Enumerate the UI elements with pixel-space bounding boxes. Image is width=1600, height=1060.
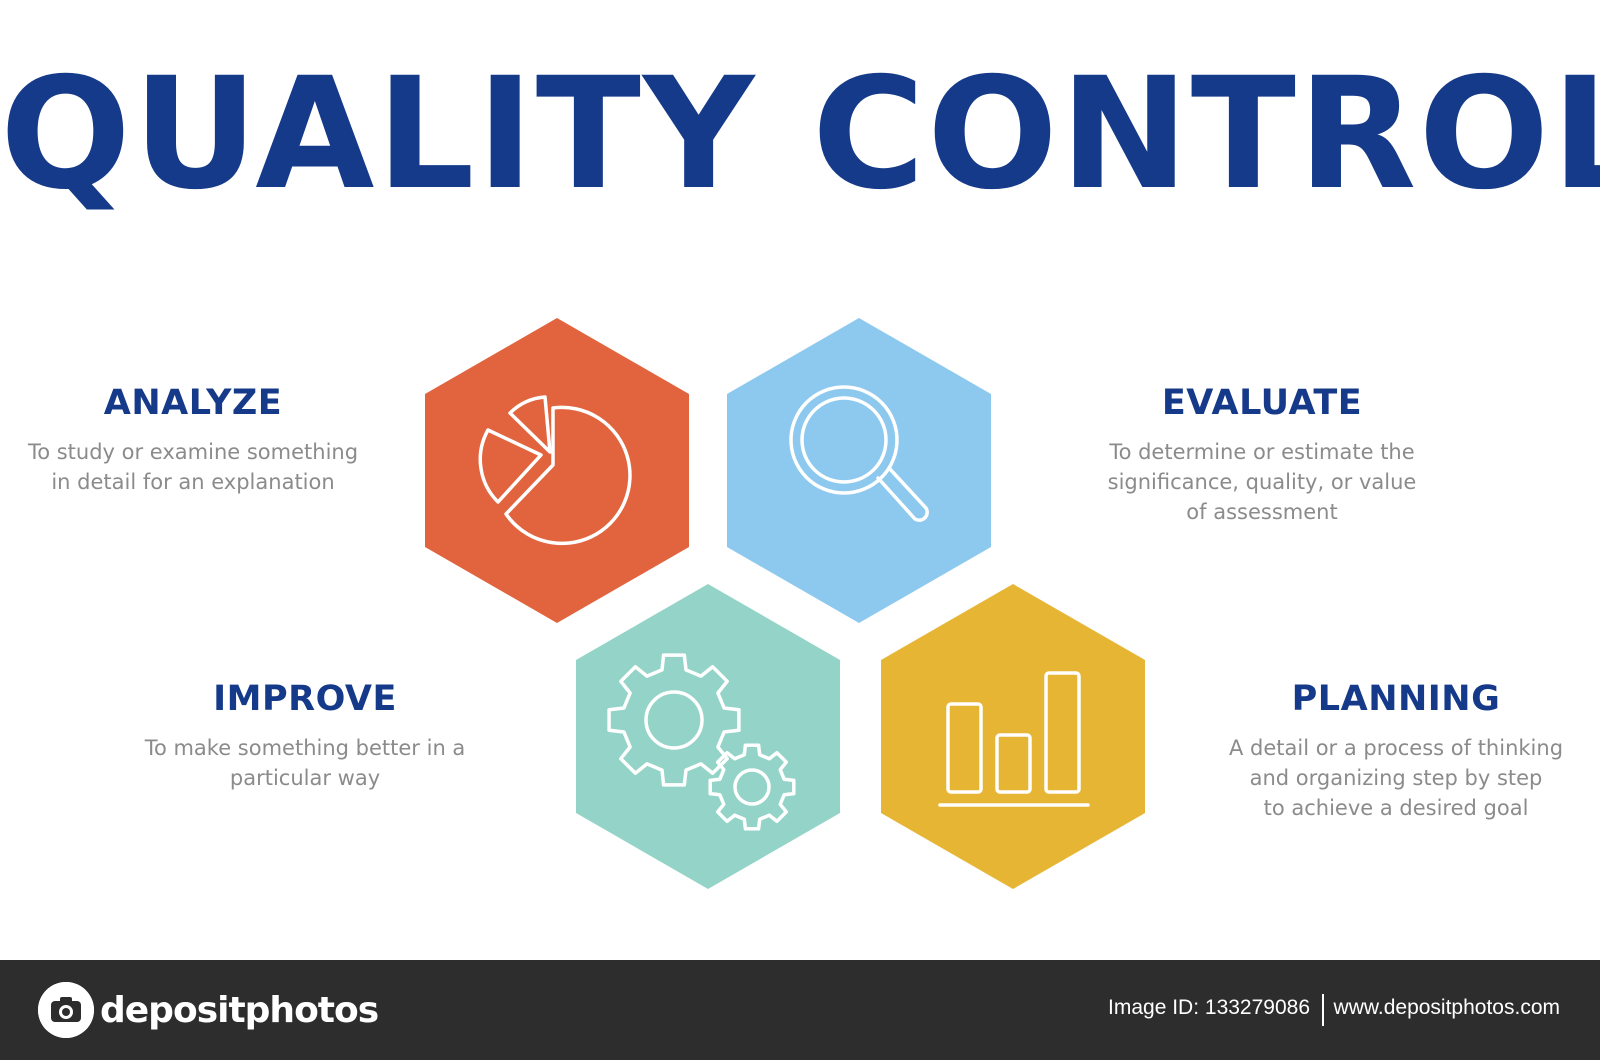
- camera-icon: [38, 982, 94, 1038]
- infographic-canvas: QUALITY CONTROL: [0, 45, 1600, 889]
- evaluate-description-line: To determine or estimate the: [1109, 440, 1415, 464]
- footer-bar: depositphotos Image ID: 133279086 www.de…: [0, 960, 1600, 1060]
- analyze-description-line: To study or examine something: [27, 440, 359, 464]
- evaluate-description-line: of assessment: [1186, 500, 1338, 524]
- site-link[interactable]: www.depositphotos.com: [1333, 996, 1560, 1019]
- image-id-label: Image ID: 133279086: [1108, 996, 1310, 1019]
- analyze-description: To study or examine something in detail …: [0, 437, 403, 497]
- analyze-hexagon: [425, 318, 689, 623]
- planning-description-line: and organizing step by step: [1249, 766, 1543, 790]
- improve-heading: IMPROVE: [213, 679, 397, 719]
- evaluate-hexagon: [727, 318, 991, 623]
- brand-logo[interactable]: depositphotos: [38, 982, 379, 1038]
- planning-description-line: A detail or a process of thinking: [1228, 736, 1564, 760]
- bar-chart-icon: [938, 671, 1090, 807]
- hexagon-cluster: [425, 318, 1145, 889]
- planning-item: PLANNING A detail or a process of thinki…: [1186, 682, 1600, 823]
- page-title: QUALITY CONTROL: [0, 45, 1600, 224]
- planning-heading: PLANNING: [1291, 679, 1501, 719]
- planning-description: A detail or a process of thinking and or…: [1186, 733, 1600, 823]
- improve-description-line: particular way: [229, 766, 381, 790]
- improve-description: To make something better in a particular…: [95, 733, 515, 793]
- analyze-heading: ANALYZE: [103, 383, 283, 423]
- evaluate-description-line: significance, quality, or value: [1107, 470, 1417, 494]
- improve-description-line: To make something better in a: [144, 736, 466, 760]
- logo-text: depositphotos: [100, 989, 379, 1031]
- evaluate-item: EVALUATE To determine or estimate the si…: [1052, 386, 1472, 527]
- footer-divider: [1322, 994, 1324, 1026]
- analyze-item: ANALYZE To study or examine something in…: [0, 386, 403, 497]
- analyze-description-line: in detail for an explanation: [51, 470, 335, 494]
- gears-icon: [607, 653, 796, 831]
- evaluate-heading: EVALUATE: [1161, 383, 1363, 423]
- improve-hexagon: [576, 584, 840, 889]
- evaluate-description: To determine or estimate the significanc…: [1052, 437, 1472, 527]
- planning-description-line: to achieve a desired goal: [1263, 796, 1529, 820]
- magnifier-icon: [789, 385, 929, 522]
- pie-chart-icon: [478, 395, 632, 546]
- improve-item: IMPROVE To make something better in a pa…: [95, 682, 515, 793]
